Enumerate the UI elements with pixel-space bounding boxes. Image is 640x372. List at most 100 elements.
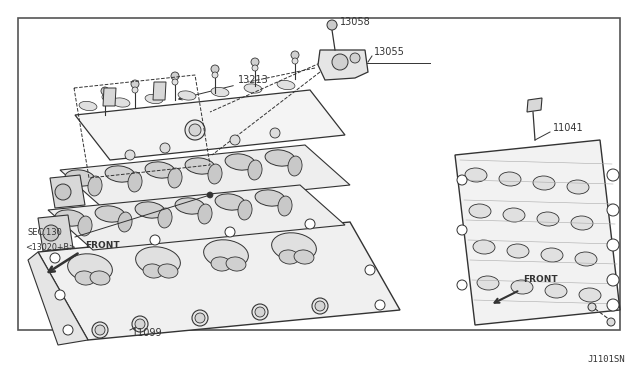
Ellipse shape xyxy=(503,208,525,222)
Polygon shape xyxy=(28,252,88,345)
Ellipse shape xyxy=(75,271,95,285)
Circle shape xyxy=(195,313,205,323)
Ellipse shape xyxy=(226,257,246,271)
Circle shape xyxy=(92,322,108,338)
Ellipse shape xyxy=(208,164,222,184)
Ellipse shape xyxy=(278,196,292,216)
Ellipse shape xyxy=(255,190,285,206)
Circle shape xyxy=(131,80,139,88)
Ellipse shape xyxy=(211,87,229,97)
Circle shape xyxy=(292,58,298,64)
Polygon shape xyxy=(48,185,345,250)
Circle shape xyxy=(150,235,160,245)
Text: SEC.130: SEC.130 xyxy=(28,228,63,237)
Ellipse shape xyxy=(158,264,178,278)
Polygon shape xyxy=(527,98,542,112)
Ellipse shape xyxy=(279,250,299,264)
Circle shape xyxy=(132,87,138,93)
Ellipse shape xyxy=(567,180,589,194)
Ellipse shape xyxy=(545,284,567,298)
Ellipse shape xyxy=(145,94,163,104)
Circle shape xyxy=(457,175,467,185)
Polygon shape xyxy=(318,50,368,80)
Ellipse shape xyxy=(473,240,495,254)
Ellipse shape xyxy=(55,210,85,226)
Circle shape xyxy=(207,192,213,198)
Text: 13213: 13213 xyxy=(238,75,269,85)
Polygon shape xyxy=(75,90,345,160)
Polygon shape xyxy=(153,82,166,100)
Circle shape xyxy=(95,325,105,335)
Circle shape xyxy=(102,94,108,100)
Ellipse shape xyxy=(88,176,102,196)
Ellipse shape xyxy=(78,216,92,236)
Text: 13055: 13055 xyxy=(374,47,405,57)
Circle shape xyxy=(212,72,218,78)
Ellipse shape xyxy=(271,233,316,261)
Ellipse shape xyxy=(511,280,533,294)
Circle shape xyxy=(172,79,178,85)
Circle shape xyxy=(365,265,375,275)
Circle shape xyxy=(270,128,280,138)
Polygon shape xyxy=(60,145,350,210)
Ellipse shape xyxy=(265,150,295,166)
Ellipse shape xyxy=(90,271,110,285)
Circle shape xyxy=(125,150,135,160)
Ellipse shape xyxy=(533,176,555,190)
Circle shape xyxy=(457,225,467,235)
Ellipse shape xyxy=(507,244,529,258)
Ellipse shape xyxy=(575,252,597,266)
Ellipse shape xyxy=(65,170,95,186)
Ellipse shape xyxy=(178,91,196,100)
Ellipse shape xyxy=(477,276,499,290)
Ellipse shape xyxy=(248,160,262,180)
Polygon shape xyxy=(103,88,116,106)
Circle shape xyxy=(305,219,315,229)
Circle shape xyxy=(192,310,208,326)
Circle shape xyxy=(607,318,615,326)
Circle shape xyxy=(55,290,65,300)
Circle shape xyxy=(607,299,619,311)
Ellipse shape xyxy=(579,288,601,302)
Circle shape xyxy=(607,204,619,216)
Ellipse shape xyxy=(136,247,180,275)
Circle shape xyxy=(588,303,596,311)
Ellipse shape xyxy=(128,172,142,192)
Ellipse shape xyxy=(225,154,255,170)
Ellipse shape xyxy=(118,212,132,232)
Circle shape xyxy=(315,301,325,311)
Text: FRONT: FRONT xyxy=(85,241,120,250)
Circle shape xyxy=(327,20,337,30)
Circle shape xyxy=(101,87,109,95)
Ellipse shape xyxy=(541,248,563,262)
Polygon shape xyxy=(38,215,73,251)
Ellipse shape xyxy=(145,162,175,178)
Ellipse shape xyxy=(537,212,559,226)
Ellipse shape xyxy=(211,257,231,271)
Circle shape xyxy=(607,239,619,251)
Ellipse shape xyxy=(158,208,172,228)
Ellipse shape xyxy=(135,202,165,218)
Ellipse shape xyxy=(112,98,130,107)
Ellipse shape xyxy=(204,240,248,268)
Ellipse shape xyxy=(95,206,125,222)
Circle shape xyxy=(607,169,619,181)
Text: <13020+B>: <13020+B> xyxy=(25,243,76,251)
Polygon shape xyxy=(38,222,400,340)
Ellipse shape xyxy=(499,172,521,186)
Circle shape xyxy=(255,307,265,317)
Ellipse shape xyxy=(105,166,135,182)
Text: FRONT: FRONT xyxy=(523,276,557,285)
Text: J1101SN: J1101SN xyxy=(588,356,625,365)
Ellipse shape xyxy=(288,156,302,176)
Ellipse shape xyxy=(469,204,491,218)
Circle shape xyxy=(135,319,145,329)
Circle shape xyxy=(160,143,170,153)
Circle shape xyxy=(457,280,467,290)
Ellipse shape xyxy=(79,102,97,110)
Ellipse shape xyxy=(571,216,593,230)
Circle shape xyxy=(607,274,619,286)
Circle shape xyxy=(332,54,348,70)
Ellipse shape xyxy=(277,80,295,90)
Ellipse shape xyxy=(168,168,182,188)
